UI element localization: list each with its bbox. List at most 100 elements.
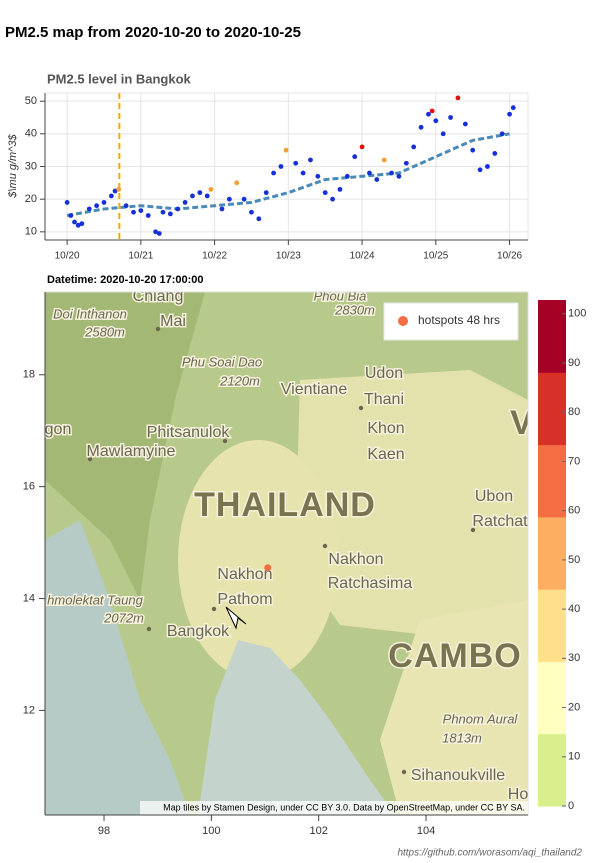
data-point [153,229,159,235]
x-tick-label: 10/23 [276,251,301,262]
data-point [344,173,350,179]
y-tick-label: 20 [25,193,37,205]
data-point [337,186,343,192]
sea [45,520,190,815]
place-label: Phitsanulok [147,424,231,441]
data-point [249,209,254,215]
plateau [295,370,528,640]
plain [380,600,528,815]
x-tick-label: 10/25 [423,251,448,262]
colorbar-band [538,589,566,662]
data-point [477,167,483,173]
colorbar-band [538,372,566,446]
data-point [86,206,92,212]
colorbar-tick-label: 30 [568,652,580,664]
place-label: Phu Soai Dao [182,354,262,369]
place-label: Phnom Aural [443,711,519,726]
data-point [204,193,210,199]
colorbar-tick-label: 80 [568,406,580,418]
data-point [330,196,335,202]
place-label: Ho [508,786,529,803]
place-label: Mawlamyine [87,443,176,460]
data-point [403,160,409,166]
place-label: Udon [365,365,403,382]
data-point [197,190,203,196]
x-tick-label: 10/26 [497,251,522,262]
data-point [226,196,232,202]
data-point [208,186,214,192]
data-point [308,157,313,163]
data-point [492,151,498,156]
place-label: Ratchat [472,513,528,530]
data-point [455,95,461,101]
y-tick-label: 10 [25,226,37,238]
data-point [300,170,306,176]
city-dot [155,326,161,332]
data-point [396,173,402,179]
legend-label: hotspots 48 hrs [418,313,500,327]
place-label: hmolektat Taung [47,592,143,607]
y-axis-label: $\mu g/m^3$ [7,133,19,198]
city-dot [358,405,364,411]
colorbar-tick-label: 50 [568,554,580,566]
data-point [429,108,435,114]
data-point [75,222,81,228]
hotspot [264,564,272,572]
data-point [499,131,505,137]
place-label: THAILAND [194,486,376,524]
data-point [256,216,262,222]
x-tick-label: 10/24 [350,251,375,262]
place-label: Mai [160,313,186,330]
y-tick-label: 14 [23,592,35,604]
city-dot [87,456,93,462]
place-label: 2120m [219,373,260,388]
colorbar-tick-label: 20 [568,701,580,713]
x-tick-label: 102 [310,825,328,837]
data-point [470,147,476,153]
city-dot [470,527,476,533]
data-point [448,115,453,120]
data-point [367,170,372,176]
city-dot [322,543,328,549]
city-dot [211,606,217,612]
x-tick-label: 100 [202,825,220,837]
y-tick-label: 18 [23,369,35,381]
data-point [167,211,173,217]
place-label: Ubon [475,488,513,505]
data-point [241,196,247,202]
y-tick-label: 12 [23,704,35,716]
place-label: Thani [364,391,404,408]
data-point [160,209,166,215]
colorbar-band [538,661,566,735]
attribution-bg [140,801,528,815]
data-point [293,160,299,166]
place-label: Sihanoukville [411,767,505,784]
colorbar-tick-label: 0 [568,800,574,812]
place-label: Pathom [217,591,272,608]
x-tick-label: 10/21 [128,251,153,262]
colorbar-tick-label: 40 [568,603,580,615]
data-point [374,177,380,182]
place-label: Nakhon [328,551,383,568]
data-point [175,206,181,212]
data-point [411,144,417,150]
legend-marker [398,316,408,326]
colorbar-tick-label: 100 [568,308,586,320]
colorbar-band [538,733,566,807]
city-dot [146,626,152,632]
data-point [440,131,446,137]
data-point [94,203,100,209]
data-point [389,170,394,176]
colorbar-tick-label: 10 [568,751,580,763]
data-point [79,221,85,227]
mountains [45,292,205,600]
data-point [156,231,162,236]
data-point [263,190,269,196]
y-tick-label: 40 [25,128,37,140]
y-tick-label: 16 [23,481,35,493]
colorbar-band [538,300,566,373]
place-label: 2830m [334,302,375,317]
plot: 10 20 30 40 50 10/20 10/21 10/22 10/23 10/24 10/25… [25,93,528,262]
